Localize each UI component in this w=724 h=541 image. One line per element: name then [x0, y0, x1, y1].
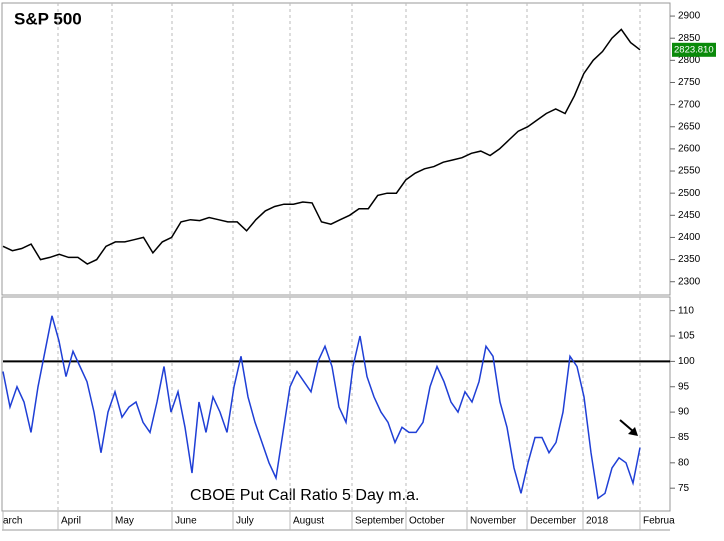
y-tick-label: 105	[678, 331, 695, 342]
y-tick-label: 110	[678, 305, 694, 316]
y-tick-label: 2450	[678, 210, 701, 221]
y-tick-label: 2700	[678, 99, 701, 110]
y-tick-label: 2550	[678, 166, 701, 177]
y-tick-label: 90	[678, 407, 690, 418]
y-tick-label: 2750	[678, 77, 701, 88]
x-tick-label: November	[470, 516, 517, 527]
x-tick-label: May	[115, 516, 134, 527]
x-tick-label: arch	[3, 516, 22, 527]
y-tick-label: 2850	[678, 33, 701, 44]
x-tick-label: 2018	[586, 516, 609, 527]
last-value-label: 2823.810	[674, 44, 714, 55]
arrow-head	[628, 427, 638, 436]
x-tick-label: April	[61, 516, 81, 527]
arrow-shaft	[619, 419, 635, 433]
y-tick-label: 80	[678, 457, 690, 468]
y-tick-label: 2900	[678, 11, 701, 22]
y-tick-label: 2800	[678, 55, 701, 66]
y-tick-label: 2400	[678, 232, 701, 243]
y-tick-label: 85	[678, 432, 690, 443]
data-line	[2, 28, 641, 265]
y-tick-label: 2500	[678, 188, 701, 199]
x-tick-label: October	[409, 516, 445, 527]
y-tick-label: 2350	[678, 254, 701, 265]
y-tick-label: 2300	[678, 276, 701, 287]
x-tick-label: December	[530, 516, 577, 527]
chart-title: S&P 500	[14, 9, 82, 28]
data-line	[2, 315, 641, 500]
y-tick-label: 2600	[678, 144, 701, 155]
x-tick-label: September	[355, 516, 405, 527]
y-tick-label: 2650	[678, 121, 701, 132]
x-tick-label: June	[175, 516, 197, 527]
x-tick-label: August	[293, 516, 324, 527]
x-tick-label: Februa	[643, 516, 675, 527]
y-tick-label: 75	[678, 483, 690, 494]
last-value-box	[672, 42, 716, 57]
x-tick-label: July	[236, 516, 254, 527]
y-tick-label: 95	[678, 381, 690, 392]
bottom-panel	[1, 296, 671, 512]
y-tick-label: 100	[678, 356, 695, 367]
chart-title: CBOE Put Call Ratio 5 Day m.a.	[190, 487, 419, 504]
arrow	[619, 419, 638, 436]
